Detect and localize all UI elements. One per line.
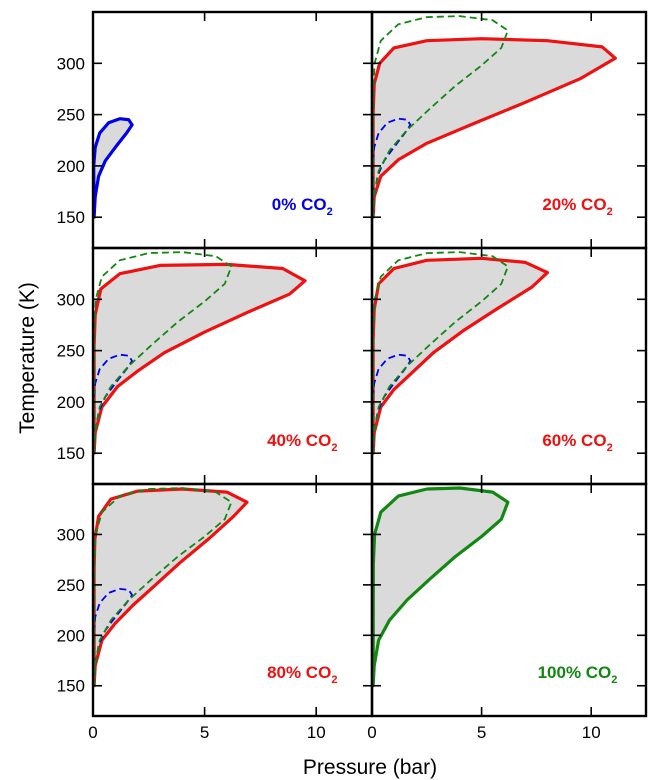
plot-area bbox=[93, 487, 249, 688]
reference-outline-100pct bbox=[372, 251, 509, 454]
panel-label-subscript: 2 bbox=[327, 206, 333, 218]
panel-label-subscript: 2 bbox=[607, 442, 613, 454]
panel-label-subscript: 2 bbox=[607, 206, 613, 218]
panel-label-text: 20% CO bbox=[542, 195, 606, 214]
y-tick-label: 150 bbox=[57, 677, 85, 696]
x-tick-label: 5 bbox=[477, 723, 486, 742]
panel-label-text: 100% CO bbox=[538, 663, 612, 682]
x-tick-label: 5 bbox=[200, 723, 209, 742]
panel-label-text: 40% CO bbox=[267, 431, 331, 450]
panel-label-text: 80% CO bbox=[267, 663, 331, 682]
panel-4: 60% CO2 bbox=[370, 246, 648, 486]
panel-label-subscript: 2 bbox=[331, 442, 337, 454]
region-80pct bbox=[93, 487, 249, 688]
reference-outline-0pct bbox=[93, 587, 134, 686]
panel-frame bbox=[370, 482, 648, 718]
plot-area bbox=[93, 251, 307, 455]
panel-label: 40% CO2 bbox=[267, 431, 337, 454]
y-tick-label: 300 bbox=[57, 525, 85, 544]
panel-6: 0 5 10 100% CO2 bbox=[367, 482, 648, 742]
y-tick-label: 300 bbox=[57, 54, 85, 73]
panel-label-text: 0% CO bbox=[272, 195, 327, 214]
reference-outline-100pct bbox=[372, 15, 509, 218]
y-tick-label: 250 bbox=[57, 106, 85, 125]
y-tick-label: 200 bbox=[57, 626, 85, 645]
y-tick-label: 300 bbox=[57, 290, 85, 309]
panel-3: 150 200 250 300 40% CO2 bbox=[57, 246, 374, 486]
panel-label-subscript: 2 bbox=[611, 674, 617, 686]
y-axis-label: Temperature (K) bbox=[16, 282, 39, 434]
region-40pct bbox=[93, 262, 307, 455]
plot-area bbox=[372, 251, 549, 455]
y-tick-label: 250 bbox=[57, 576, 85, 595]
region-0pct bbox=[93, 117, 134, 219]
plot-area bbox=[372, 15, 617, 219]
x-tick-label: 10 bbox=[307, 723, 326, 742]
region-20pct bbox=[372, 37, 617, 219]
panel-label: 80% CO2 bbox=[267, 663, 337, 686]
panel-label: 0% CO2 bbox=[272, 195, 333, 218]
panel-2: 20% CO2 bbox=[370, 10, 648, 250]
panel-5: 150 200 250 300 0 5 10 80% CO2 bbox=[57, 482, 374, 742]
x-tick-label: 0 bbox=[367, 723, 376, 742]
panel-label: 20% CO2 bbox=[542, 195, 612, 218]
x-axis-label: Pressure (bar) bbox=[303, 756, 437, 779]
panel-label-subscript: 2 bbox=[331, 674, 337, 686]
reference-outline-100pct bbox=[93, 251, 233, 454]
y-tick-label: 150 bbox=[57, 444, 85, 463]
panel-1: 150 200 250 300 0% CO2 bbox=[57, 10, 374, 250]
y-tick-label: 150 bbox=[57, 208, 85, 227]
x-tick-label: 0 bbox=[88, 723, 97, 742]
plot-area bbox=[93, 117, 134, 219]
y-tick-label: 200 bbox=[57, 393, 85, 412]
y-tick-label: 200 bbox=[57, 157, 85, 176]
region-100pct bbox=[372, 486, 510, 688]
panel-label-text: 60% CO bbox=[542, 431, 606, 450]
panel-label: 60% CO2 bbox=[542, 431, 612, 454]
region-60pct bbox=[372, 256, 549, 455]
plot-area bbox=[372, 486, 510, 688]
y-tick-label: 250 bbox=[57, 342, 85, 361]
x-tick-label: 10 bbox=[582, 723, 601, 742]
panel-label: 100% CO2 bbox=[538, 663, 618, 686]
